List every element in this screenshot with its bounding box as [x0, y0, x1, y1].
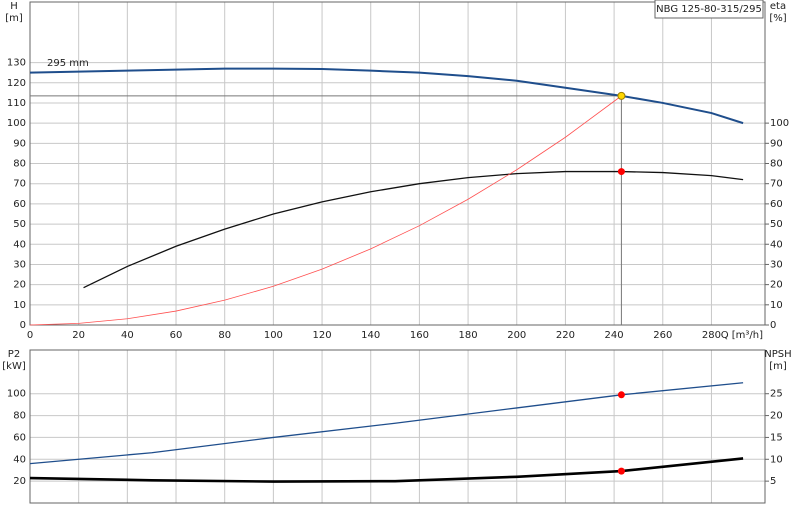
y-tick-label: 30: [13, 259, 26, 270]
y-axis-label: P2: [8, 349, 20, 360]
duty-point: [617, 391, 625, 399]
x-tick-label: 80: [218, 330, 231, 341]
y-tick-label: 10: [13, 300, 26, 311]
y-tick-label: 70: [13, 179, 26, 190]
x-axis-label: Q [m³/h]: [721, 330, 763, 341]
y2-tick-label: 20: [770, 411, 783, 422]
y2-tick-label: 30: [770, 259, 783, 270]
y2-tick-label: 60: [770, 199, 783, 210]
y2-axis-label: NPSH: [764, 349, 791, 360]
title-box: [654, 0, 764, 19]
y-tick-label: 120: [7, 78, 26, 89]
curve-annotation: 295 mm: [47, 58, 89, 69]
y-tick-label: 50: [13, 219, 26, 230]
y-tick-label: 110: [7, 98, 26, 109]
y-tick-label: 0: [20, 320, 26, 331]
duty-point: [617, 91, 626, 100]
y-axis-unit: [kW]: [2, 361, 26, 372]
x-tick-label: 140: [361, 330, 380, 341]
x-tick-label: 100: [264, 330, 283, 341]
y-tick-label: 80: [13, 159, 26, 170]
y2-tick-label: 50: [770, 219, 783, 230]
y2-axis-label: eta: [770, 1, 786, 12]
y-tick-label: 100: [7, 389, 26, 400]
y-tick-label: 60: [13, 432, 26, 443]
y2-tick-label: 5: [770, 476, 776, 487]
y2-tick-label: 40: [770, 239, 783, 250]
y2-tick-label: 20: [770, 280, 783, 291]
y-axis-label: H: [10, 1, 18, 12]
y2-tick-label: 80: [770, 159, 783, 170]
plot-frame: [29, 349, 766, 504]
y2-tick-label: 10: [770, 454, 783, 465]
duty-point: [617, 168, 625, 176]
x-tick-label: 260: [653, 330, 672, 341]
curve: [29, 457, 744, 483]
y-tick-label: 80: [13, 411, 26, 422]
x-tick-label: 60: [170, 330, 183, 341]
y-tick-label: 130: [7, 58, 26, 69]
y-tick-label: 100: [7, 118, 26, 129]
y-tick-label: 40: [13, 454, 26, 465]
x-tick-label: 120: [313, 330, 332, 341]
y2-tick-label: 15: [770, 432, 783, 443]
y2-tick-label: 10: [770, 300, 783, 311]
curve: [83, 170, 744, 289]
y2-tick-label: 0: [770, 320, 776, 331]
duty-point: [617, 467, 625, 475]
curve: [29, 95, 622, 326]
y-tick-label: 40: [13, 239, 26, 250]
x-tick-label: 40: [121, 330, 134, 341]
y2-tick-label: 90: [770, 138, 783, 149]
x-tick-label: 220: [556, 330, 575, 341]
y-axis-unit: [m]: [5, 13, 23, 24]
y-tick-label: 90: [13, 138, 26, 149]
x-tick-label: 0: [27, 330, 33, 341]
y2-axis-unit: [%]: [769, 13, 786, 24]
y-tick-label: 20: [13, 476, 26, 487]
chart-title: NBG 125-80-315/295: [656, 4, 762, 15]
y-tick-label: 60: [13, 199, 26, 210]
y2-axis-unit: [m]: [769, 361, 787, 372]
curve: [29, 382, 744, 465]
x-tick-label: 240: [605, 330, 624, 341]
y-tick-label: 20: [13, 280, 26, 291]
x-tick-label: 200: [507, 330, 526, 341]
x-tick-label: 280: [702, 330, 721, 341]
y2-tick-label: 70: [770, 179, 783, 190]
x-tick-label: 20: [72, 330, 85, 341]
x-tick-label: 160: [410, 330, 429, 341]
curve: [29, 67, 744, 125]
y2-tick-label: 25: [770, 389, 783, 400]
x-tick-label: 180: [459, 330, 478, 341]
y2-tick-label: 100: [770, 118, 789, 129]
